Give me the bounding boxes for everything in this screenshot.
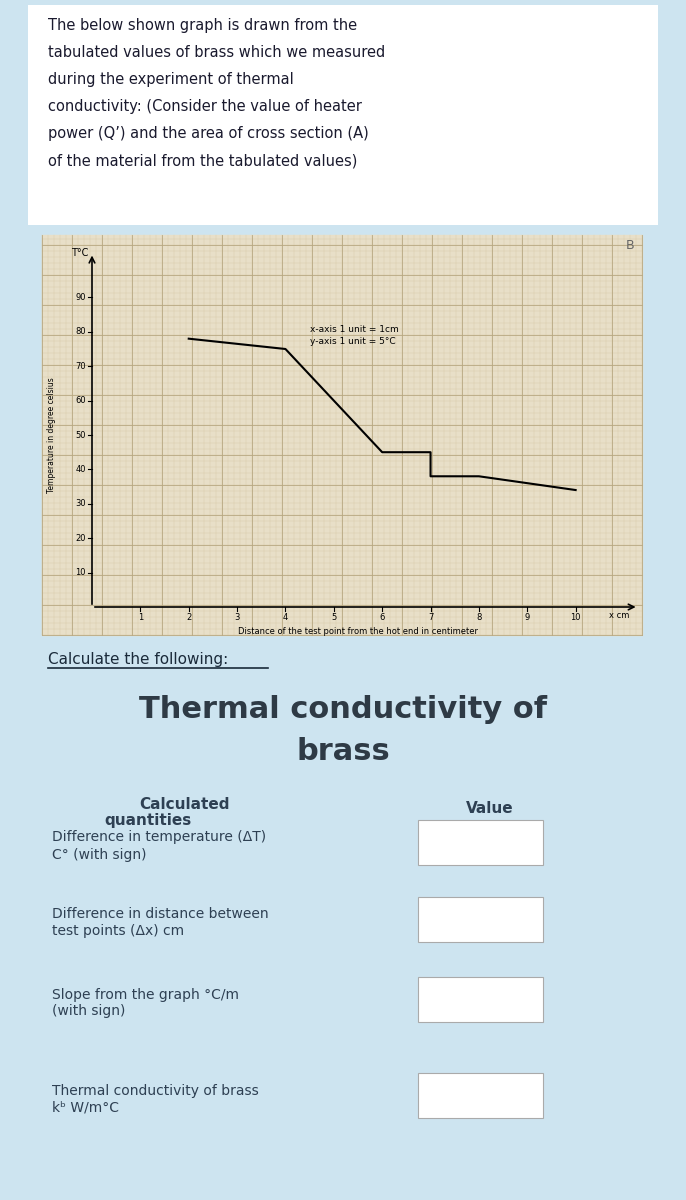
Bar xyxy=(42,235,642,635)
Text: quantities: quantities xyxy=(104,814,191,828)
Text: brass: brass xyxy=(296,737,390,766)
FancyBboxPatch shape xyxy=(418,820,543,865)
Text: x cm: x cm xyxy=(608,611,629,620)
Text: Calculated: Calculated xyxy=(140,797,230,812)
Text: Thermal conductivity of brass: Thermal conductivity of brass xyxy=(52,1084,259,1098)
Text: x-axis 1 unit = 1cm
y-axis 1 unit = 5°C: x-axis 1 unit = 1cm y-axis 1 unit = 5°C xyxy=(309,325,399,347)
Text: Distance of the test point from the hot end in centimeter: Distance of the test point from the hot … xyxy=(238,626,478,636)
Text: during the experiment of thermal: during the experiment of thermal xyxy=(48,72,294,86)
Text: Thermal conductivity of: Thermal conductivity of xyxy=(139,695,547,724)
FancyBboxPatch shape xyxy=(418,898,543,942)
Text: 40: 40 xyxy=(75,464,86,474)
Text: 50: 50 xyxy=(75,431,86,439)
Text: 10: 10 xyxy=(75,568,86,577)
Text: 9: 9 xyxy=(525,613,530,622)
Text: tabulated values of brass which we measured: tabulated values of brass which we measu… xyxy=(48,44,386,60)
Text: B: B xyxy=(626,239,634,252)
Text: Calculate the following:: Calculate the following: xyxy=(48,652,228,667)
Text: Difference in distance between: Difference in distance between xyxy=(52,907,269,922)
Bar xyxy=(28,5,658,226)
Text: 60: 60 xyxy=(75,396,86,406)
Text: Slope from the graph °C/m: Slope from the graph °C/m xyxy=(52,988,239,1002)
Text: Temperature in degree celsius: Temperature in degree celsius xyxy=(47,377,56,493)
Text: The below shown graph is drawn from the: The below shown graph is drawn from the xyxy=(48,18,357,32)
Text: 80: 80 xyxy=(75,328,86,336)
Text: 5: 5 xyxy=(331,613,336,622)
Text: conductivity: (Consider the value of heater: conductivity: (Consider the value of hea… xyxy=(48,98,362,114)
Text: of the material from the tabulated values): of the material from the tabulated value… xyxy=(48,152,357,168)
Text: 30: 30 xyxy=(75,499,86,509)
Text: 8: 8 xyxy=(476,613,482,622)
Text: 6: 6 xyxy=(379,613,385,622)
Text: 3: 3 xyxy=(235,613,240,622)
Text: 20: 20 xyxy=(75,534,86,542)
Text: 70: 70 xyxy=(75,361,86,371)
Text: Value: Value xyxy=(466,802,514,816)
Text: C° (with sign): C° (with sign) xyxy=(52,847,147,862)
Text: (with sign): (with sign) xyxy=(52,1004,126,1019)
Text: kᵇ W/m°C: kᵇ W/m°C xyxy=(52,1100,119,1115)
Text: power (Q’) and the area of cross section (A): power (Q’) and the area of cross section… xyxy=(48,126,369,140)
Text: 7: 7 xyxy=(428,613,434,622)
Text: Difference in temperature (ΔT): Difference in temperature (ΔT) xyxy=(52,830,266,845)
Text: 4: 4 xyxy=(283,613,288,622)
Text: 1: 1 xyxy=(138,613,143,622)
FancyBboxPatch shape xyxy=(418,977,543,1022)
Text: test points (Δx) cm: test points (Δx) cm xyxy=(52,924,184,938)
Text: T°C: T°C xyxy=(71,248,88,258)
Text: 10: 10 xyxy=(570,613,581,622)
FancyBboxPatch shape xyxy=(418,1073,543,1118)
Text: 2: 2 xyxy=(186,613,191,622)
Text: 90: 90 xyxy=(75,293,86,302)
